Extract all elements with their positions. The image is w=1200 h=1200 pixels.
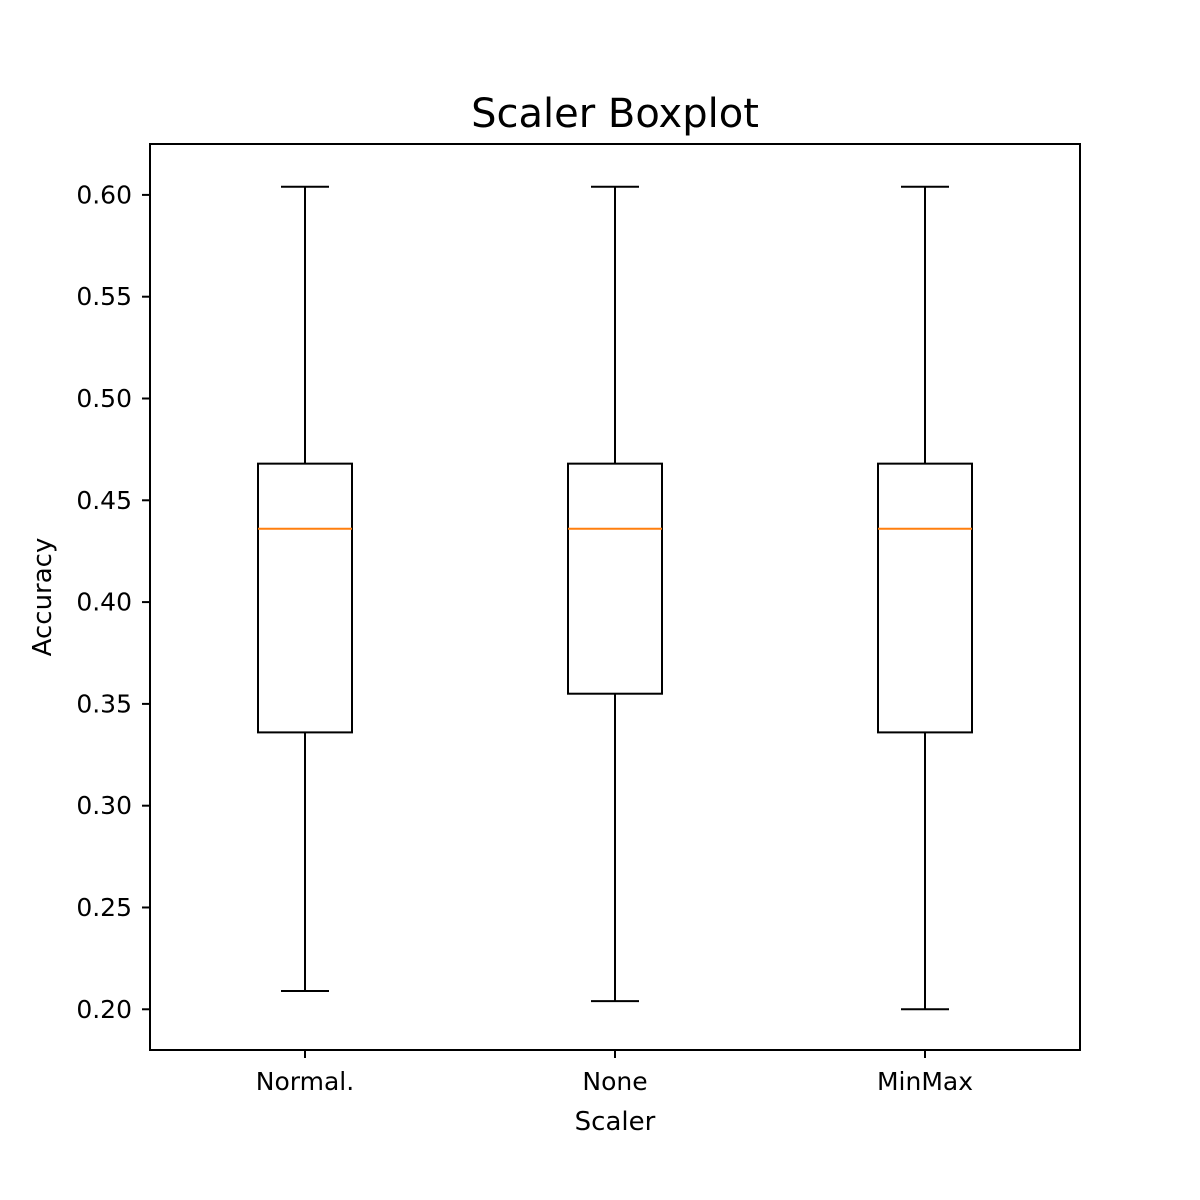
chart-title: Scaler Boxplot [471,91,759,137]
x-axis-label: Scaler [575,1107,656,1137]
y-axis-label: Accuracy [28,538,58,657]
y-tick-label: 0.55 [76,282,132,311]
x-tick-label: MinMax [877,1067,973,1096]
box [567,462,663,695]
box-group-normal [257,185,353,992]
box [877,462,973,734]
x-tick-label: None [582,1067,647,1096]
y-tick-label: 0.45 [76,486,132,515]
box [257,462,353,734]
box-group-minmax [877,185,973,1011]
x-axis: Normal. None MinMax [256,1050,973,1096]
y-tick-label: 0.30 [76,791,132,820]
y-tick-label: 0.25 [76,893,132,922]
y-tick-label: 0.35 [76,689,132,718]
y-tick-label: 0.60 [76,180,132,209]
x-tick-label: Normal. [256,1067,354,1096]
y-axis: 0.20 0.25 0.30 0.35 0.40 0.45 0.50 0.55 0.60 [76,180,150,1024]
plot-area [257,185,973,1011]
y-tick-label: 0.40 [76,588,132,617]
y-tick-label: 0.50 [76,384,132,413]
y-tick-label: 0.20 [76,995,132,1024]
box-group-none [567,185,663,1003]
